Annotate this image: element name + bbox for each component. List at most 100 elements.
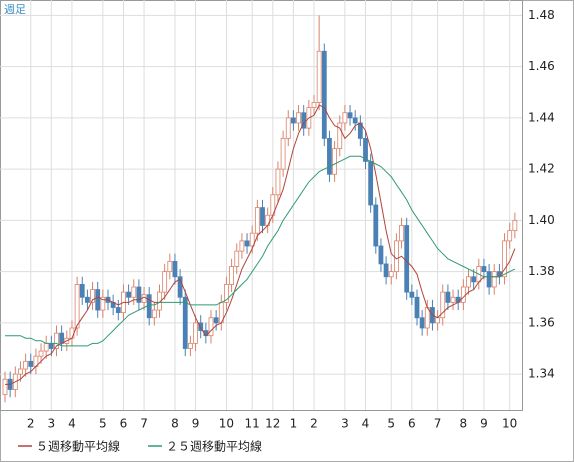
candle-body	[23, 360, 29, 370]
candle-body	[383, 263, 389, 278]
candle-body	[265, 214, 271, 226]
candle-body	[435, 317, 441, 324]
candle-body	[424, 307, 430, 329]
candle-body	[249, 232, 255, 247]
candle-body	[28, 360, 34, 367]
candle-body	[208, 317, 214, 337]
y-tick-label: 1.48	[528, 8, 555, 22]
candle-body	[409, 291, 415, 298]
candle-body	[466, 276, 471, 288]
candle-body	[404, 225, 410, 293]
candle-body	[368, 161, 374, 206]
plot-area	[0, 0, 523, 411]
candle-body	[234, 250, 240, 267]
period-label: 週足	[4, 3, 26, 16]
ma-line	[5, 155, 516, 347]
candle-body	[450, 296, 456, 303]
candle-body	[352, 117, 358, 124]
x-tick-label: 10	[219, 417, 234, 431]
candle-body	[182, 296, 188, 349]
candle-body	[74, 284, 80, 329]
y-tick-label: 1.38	[528, 264, 555, 278]
candle-body	[100, 296, 106, 311]
candle-body	[393, 240, 399, 273]
candle-body	[131, 286, 137, 298]
candle-body	[321, 50, 327, 139]
candle-body	[373, 204, 379, 247]
candle-body	[440, 291, 446, 319]
candle-body	[347, 112, 353, 119]
candle-body	[79, 284, 85, 298]
candle-body	[388, 271, 394, 278]
candle-body	[224, 284, 229, 303]
candle-body	[244, 240, 250, 247]
x-tick-label: 7	[434, 417, 442, 431]
candle-body	[260, 207, 265, 226]
y-tick-label: 1.44	[528, 110, 555, 124]
x-tick-label: 5	[387, 417, 395, 431]
x-tick-label: 3	[48, 417, 56, 431]
candle-body	[187, 342, 193, 349]
candle-body	[337, 122, 343, 150]
candle-body	[512, 219, 518, 232]
candle-body	[95, 289, 101, 311]
candle-body	[198, 322, 204, 331]
x-tick-label: 4	[68, 417, 76, 431]
candle-body	[167, 260, 173, 273]
candle-body	[193, 322, 198, 344]
legend-label: ５週移動平均線	[36, 439, 120, 454]
candle-body	[254, 207, 260, 234]
x-tick-label: 1	[290, 417, 298, 431]
candle-body	[141, 294, 147, 303]
candle-body	[414, 296, 420, 319]
x-tick-label: 5	[99, 417, 107, 431]
candle-body	[85, 296, 90, 303]
x-tick-label: 9	[480, 417, 488, 431]
candle-body	[43, 342, 49, 352]
candle-body	[378, 245, 384, 265]
x-tick-label: 9	[192, 417, 200, 431]
candle-body	[177, 276, 183, 298]
candle-body	[399, 225, 404, 242]
candle-body	[471, 276, 477, 283]
candle-body	[126, 291, 131, 298]
candle-body	[290, 117, 296, 124]
y-tick-label: 1.34	[528, 367, 555, 381]
x-tick-label: 11	[245, 417, 260, 431]
candle-body	[491, 271, 497, 288]
x-tick-label: 6	[120, 417, 128, 431]
candle-body	[419, 317, 425, 329]
candle-body	[296, 112, 301, 124]
ma-line	[5, 104, 516, 385]
candle-body	[332, 148, 338, 175]
candle-body	[342, 112, 348, 124]
candle-body	[285, 117, 291, 139]
x-tick-label: 3	[341, 417, 349, 431]
candle-body	[280, 137, 286, 170]
candle-body	[445, 291, 451, 303]
x-tick-label: 6	[408, 417, 416, 431]
candle-body	[363, 137, 368, 162]
candle-body	[90, 289, 95, 303]
candle-body	[486, 271, 492, 288]
candle-body	[38, 350, 44, 357]
candle-body	[502, 240, 507, 278]
candle-body	[136, 286, 142, 303]
candle-body	[460, 286, 466, 303]
y-tick-label: 1.46	[528, 59, 555, 73]
candle-body	[311, 102, 317, 109]
x-tick-label: 8	[171, 417, 179, 431]
candle-body	[146, 294, 152, 319]
candle-body	[229, 266, 235, 285]
candle-body	[507, 230, 513, 242]
x-tick-label: 7	[140, 417, 148, 431]
candle-body	[115, 307, 121, 314]
candle-body	[316, 50, 322, 103]
y-tick-label: 1.36	[528, 315, 555, 329]
x-tick-label: 4	[362, 417, 370, 431]
candle-body	[48, 342, 54, 349]
y-tick-label: 1.42	[528, 162, 555, 176]
x-tick-label: 8	[460, 417, 468, 431]
candle-body	[275, 168, 281, 196]
